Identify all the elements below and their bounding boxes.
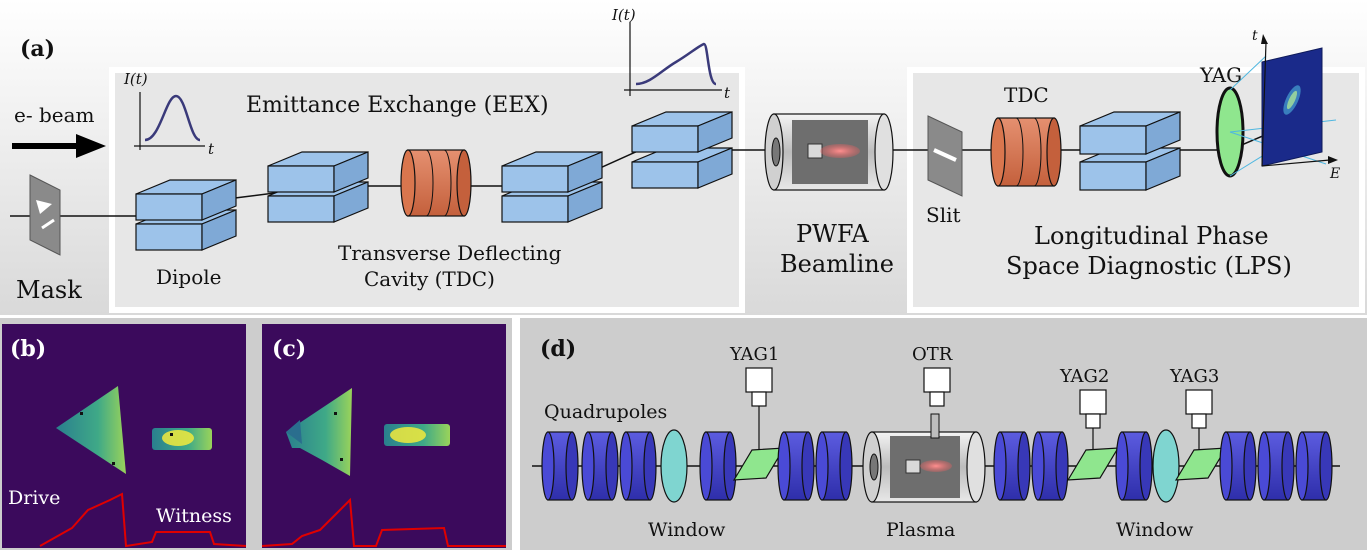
input-time-label: t <box>208 140 215 158</box>
panel-a-label: (a) <box>20 36 55 62</box>
panel-d: (d) Quadrupoles <box>520 318 1367 550</box>
mask-label: Mask <box>16 276 82 304</box>
quadrupole-group-1 <box>541 431 657 501</box>
otr-label: OTR <box>912 344 953 365</box>
dipole-1 <box>135 179 237 251</box>
panel-c-label: (c) <box>272 336 306 362</box>
dipole-2 <box>267 151 369 223</box>
window-lens-1 <box>660 429 688 503</box>
ebeam-arrow-icon <box>12 134 106 158</box>
dipole-4 <box>631 111 733 189</box>
panel-b-label: (b) <box>10 336 46 362</box>
lps-screen-image: t E <box>1252 28 1340 182</box>
tdc-label-line1: Transverse Deflecting <box>338 241 562 265</box>
yag1-label: YAG1 <box>729 344 779 365</box>
dipole-3 <box>501 151 603 223</box>
pwfa-chamber <box>764 113 894 191</box>
lps-label-line1: Longitudinal Phase <box>1034 222 1269 250</box>
screen-t-label: t <box>1252 28 1258 44</box>
quadrupole-group-6 <box>1219 431 1333 501</box>
yag1-camera-icon <box>745 367 773 466</box>
yag3-camera-icon <box>1185 389 1213 466</box>
input-current-plot: I(t) t <box>123 70 215 158</box>
witness-bunch-image <box>152 428 212 450</box>
panel-a: (a) e- beam Mask Emittance Exchange (EEX… <box>0 0 1367 315</box>
panel-d-label: (d) <box>540 336 576 362</box>
mask-icon <box>29 174 61 256</box>
quadrupole-group-4 <box>993 431 1069 501</box>
panel-c: (c) <box>261 324 506 548</box>
quadrupole-group-5 <box>1115 431 1153 501</box>
window-label-1: Window <box>648 519 726 541</box>
drive-bunch-image <box>56 386 126 474</box>
otr-camera-icon <box>923 367 951 407</box>
witness-bunch-image-c <box>384 424 450 446</box>
plasma-chamber <box>862 413 986 503</box>
yag3-label: YAG3 <box>1169 366 1219 387</box>
input-current-label: I(t) <box>123 70 148 88</box>
yag-label: YAG <box>1199 63 1242 87</box>
profile-curve-b <box>39 492 247 548</box>
witness-label: Witness <box>156 505 232 527</box>
output-current-plot: I(t) t <box>611 6 731 102</box>
slit-icon <box>927 115 963 197</box>
drive-label: Drive <box>8 487 60 509</box>
tdc-cavity-eex <box>400 149 472 217</box>
dipole-label: Dipole <box>156 265 222 289</box>
screen-e-label: E <box>1329 166 1340 182</box>
drive-bunch-image-c <box>286 388 352 476</box>
ebeam-label: e- beam <box>14 103 95 127</box>
yag2-camera-icon <box>1079 389 1107 466</box>
profile-curve-c <box>261 497 506 547</box>
lps-label-line2: Space Diagnostic (LPS) <box>1006 252 1292 280</box>
tdc-cavity-lps <box>990 117 1062 187</box>
window-lens-2 <box>1152 429 1180 503</box>
lps-tdc-label: TDC <box>1004 83 1049 107</box>
pwfa-label-line1: PWFA <box>796 220 869 248</box>
quadrupole-group-3 <box>777 431 853 501</box>
output-current-label: I(t) <box>611 6 636 24</box>
dipole-lps <box>1079 111 1181 191</box>
quadrupole-group-2 <box>699 431 737 501</box>
eex-title: Emittance Exchange (EEX) <box>246 93 549 118</box>
slit-label: Slit <box>926 203 961 227</box>
pwfa-label-line2: Beamline <box>780 250 894 278</box>
quadrupoles-label: Quadrupoles <box>544 401 667 423</box>
output-time-label: t <box>724 84 731 102</box>
plasma-label: Plasma <box>886 519 955 541</box>
tdc-label-line2: Cavity (TDC) <box>364 267 495 291</box>
window-label-2: Window <box>1116 519 1194 541</box>
yag2-label: YAG2 <box>1059 366 1109 387</box>
